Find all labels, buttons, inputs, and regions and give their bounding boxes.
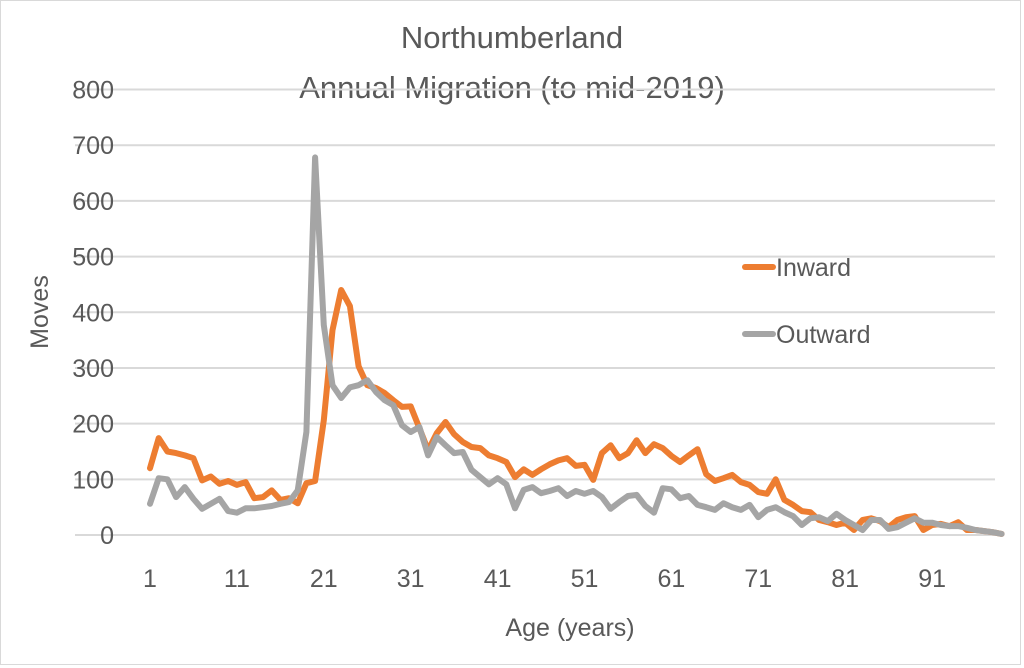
series-line-outward [147, 154, 1005, 537]
y-axis-ticks: 0 100 200 300 400 500 600 700 800 [72, 77, 114, 551]
y-tick-label: 300 [72, 355, 114, 383]
y-tick-label: 500 [72, 244, 114, 272]
y-tick-label: 200 [72, 411, 114, 439]
series-line-inward [147, 287, 1005, 537]
x-tick-label: 11 [224, 565, 250, 593]
chart-title: Northumberland [401, 20, 623, 55]
legend-label-outward: Outward [776, 321, 870, 349]
y-tick-label: 100 [72, 466, 114, 494]
y-tick-label: 600 [72, 188, 114, 216]
chart-subtitle: Annual Migration (to mid-2019) [299, 70, 725, 105]
y-tick-label: 0 [100, 522, 114, 550]
y-tick-label: 800 [72, 77, 114, 105]
y-tick-label: 700 [72, 132, 114, 160]
x-tick-label: 1 [143, 565, 157, 593]
x-tick-label: 61 [657, 565, 685, 593]
x-tick-label: 91 [918, 565, 946, 593]
series-lines [147, 154, 1005, 537]
x-tick-label: 31 [397, 565, 425, 593]
gridlines [75, 88, 995, 536]
legend-label-inward: Inward [776, 254, 851, 282]
x-tick-label: 51 [571, 565, 599, 593]
x-tick-label: 71 [744, 565, 772, 593]
x-tick-label: 21 [310, 565, 338, 593]
x-tick-label: 41 [484, 565, 512, 593]
y-axis-label: Moves [26, 275, 54, 349]
x-axis-ticks: 1 11 21 31 41 51 61 71 81 91 [143, 565, 946, 593]
x-tick-label: 81 [831, 565, 859, 593]
y-tick-label: 400 [72, 299, 114, 327]
legend: Inward Outward [742, 254, 870, 349]
x-axis-label: Age (years) [505, 614, 634, 642]
